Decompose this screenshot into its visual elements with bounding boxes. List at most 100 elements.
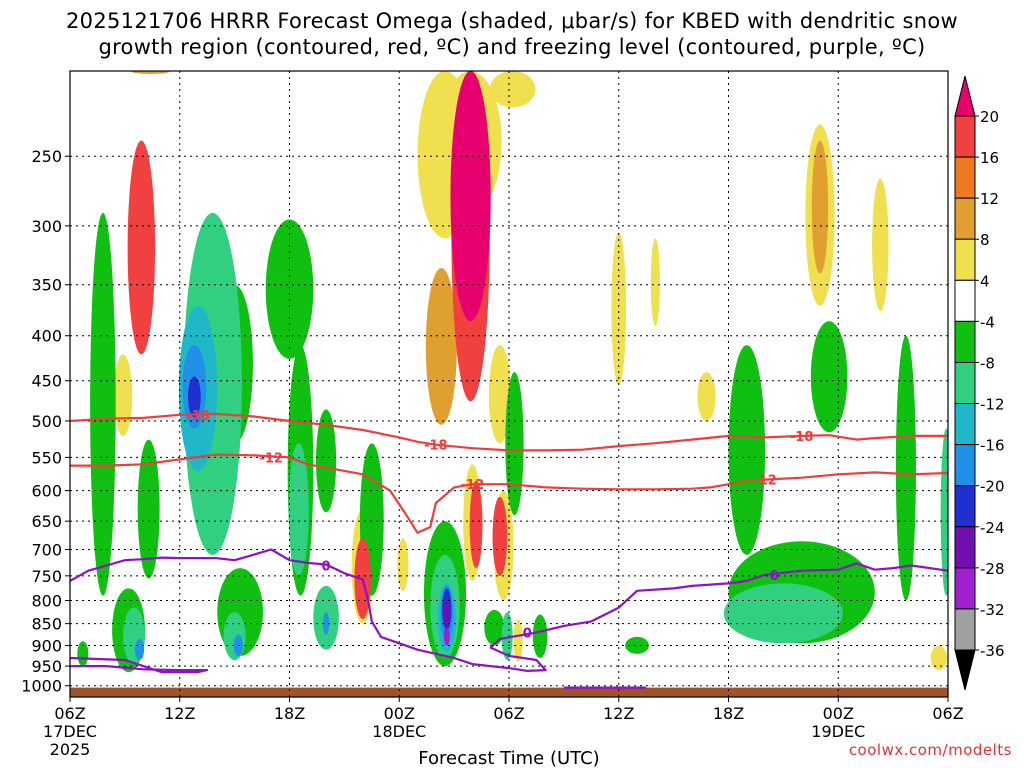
- x-tick-label: 12Z: [603, 704, 634, 723]
- omega-shade-28: [484, 609, 505, 646]
- x-axis-label: Forecast Time (UTC): [418, 748, 599, 768]
- y-tick-label: 450: [31, 372, 62, 391]
- dgz-contour-label: -12: [753, 474, 777, 489]
- omega-shade-19: [137, 439, 160, 579]
- omega-shade-10: [611, 232, 627, 385]
- omega-shade-6: [397, 538, 409, 591]
- colorbar-tick-label: -28: [980, 560, 1005, 578]
- colorbar-tick-label: 4: [980, 272, 990, 290]
- omega-shade-9: [513, 619, 523, 663]
- omega-shade-31: [625, 636, 649, 654]
- y-tick-label: 700: [31, 540, 62, 559]
- omega-shade-39: [811, 140, 829, 274]
- y-tick-label: 800: [31, 591, 62, 610]
- omega-shade-46: [501, 612, 513, 661]
- dgz-contour-0: [70, 412, 948, 452]
- colorbar-swatch: [954, 115, 976, 158]
- y-tick-label: 750: [31, 567, 62, 586]
- omega-shade-65: [443, 628, 450, 646]
- omega-shade-16: [872, 178, 889, 312]
- colorbar-swatch: [954, 608, 976, 651]
- y-tick-label: 600: [31, 482, 62, 501]
- y-tick-label: 250: [31, 147, 62, 166]
- omega-shade-37: [130, 71, 171, 74]
- omega-shade-62: [187, 376, 201, 418]
- omega-shade-36: [77, 641, 89, 667]
- x-tick-label: 00Z: [823, 704, 854, 723]
- x-tick-label: 18Z: [713, 704, 744, 723]
- dgz-contour-label: -12: [461, 478, 485, 493]
- y-tick-label: 550: [31, 448, 62, 467]
- freezing-level-contour-1: [70, 656, 209, 674]
- dgz-contour-label: -12: [259, 451, 283, 466]
- omega-shade-23: [316, 409, 337, 513]
- colorbar-tick-label: 8: [980, 231, 990, 249]
- colorbar-swatch: [954, 320, 976, 363]
- y-tick-label: 950: [31, 657, 62, 676]
- omega-shade-34: [810, 321, 848, 433]
- y-tick-label: 350: [31, 276, 62, 295]
- x-tick-label: 06Z: [932, 704, 963, 723]
- omega-shade-11: [650, 238, 660, 327]
- chart-title-line1: 2025121706 HRRR Forecast Omega (shaded, …: [66, 9, 958, 33]
- omega-shade-61: [450, 71, 491, 322]
- freezing-level-contour-0: [70, 548, 948, 672]
- omega-shade-59: [323, 612, 330, 635]
- y-tick-label: 650: [31, 512, 62, 531]
- x-tick-date-label: 19DEC: [811, 722, 865, 741]
- omega-shade-54: [469, 480, 483, 569]
- colorbar-swatch: [954, 361, 976, 405]
- colorbar-swatch: [954, 156, 976, 199]
- colorbar-swatch: [954, 567, 976, 610]
- x-tick-year-label: 2025: [50, 740, 91, 759]
- omega-shade-18: [90, 212, 116, 596]
- colorbar-swatch: [954, 403, 976, 446]
- omega-shade-17: [930, 645, 948, 671]
- omega-shade-41: [288, 443, 309, 576]
- dgz-contour-label: -18: [424, 439, 448, 454]
- x-tick-date-label: 18DEC: [372, 722, 426, 741]
- omega-shade-47: [723, 583, 843, 644]
- x-tick-date-label: 17DEC: [43, 722, 97, 741]
- freezing-level-contour-label: 0: [770, 569, 779, 584]
- colorbar-tick-label: -4: [980, 313, 995, 331]
- colorbar-tick-label: -8: [980, 354, 995, 372]
- colorbar-swatch: [954, 279, 976, 322]
- colorbar-max-arrow: [954, 75, 976, 117]
- chart-title-line2: growth region (contoured, red, ºC) and f…: [98, 35, 926, 59]
- omega-shade-4: [488, 345, 511, 444]
- colorbar-tick-label: -20: [980, 478, 1005, 496]
- omega-shade-21: [265, 219, 314, 359]
- x-tick-label: 12Z: [164, 704, 195, 723]
- omega-shade-12: [697, 372, 716, 421]
- y-tick-label: 500: [31, 412, 62, 431]
- x-tick-label: 00Z: [384, 704, 415, 723]
- y-tick-label: 400: [31, 327, 62, 346]
- omega-shade-30: [532, 614, 548, 658]
- x-tick-label: 06Z: [54, 704, 85, 723]
- credit-text: coolwx.com/modelts: [848, 741, 1012, 759]
- colorbar-tick-label: -32: [980, 601, 1005, 619]
- colorbar-tick-label: 16: [980, 149, 999, 167]
- colorbar-swatch: [954, 526, 976, 569]
- omega-shade-57: [134, 639, 145, 661]
- omega-shade-27: [505, 372, 524, 516]
- colorbar-min-arrow: [954, 649, 976, 691]
- y-tick-label: 300: [31, 217, 62, 236]
- y-tick-label: 1000: [21, 677, 62, 696]
- colorbar-swatch: [954, 197, 976, 240]
- colorbar-tick-label: -16: [980, 437, 1005, 455]
- colorbar-tick-label: -12: [980, 396, 1005, 414]
- x-tick-label: 18Z: [274, 704, 305, 723]
- colorbar-swatch: [954, 485, 976, 528]
- y-tick-label: 850: [31, 615, 62, 634]
- omega-shade-48: [940, 428, 948, 596]
- x-tick-label: 06Z: [493, 704, 524, 723]
- ground-surface: [70, 687, 948, 697]
- freezing-level-contour-label: 0: [523, 627, 532, 642]
- y-tick-label: 900: [31, 636, 62, 655]
- omega-shade-33: [728, 345, 766, 555]
- freezing-level-contour-label: 0: [322, 560, 331, 575]
- colorbar-swatch: [954, 444, 976, 487]
